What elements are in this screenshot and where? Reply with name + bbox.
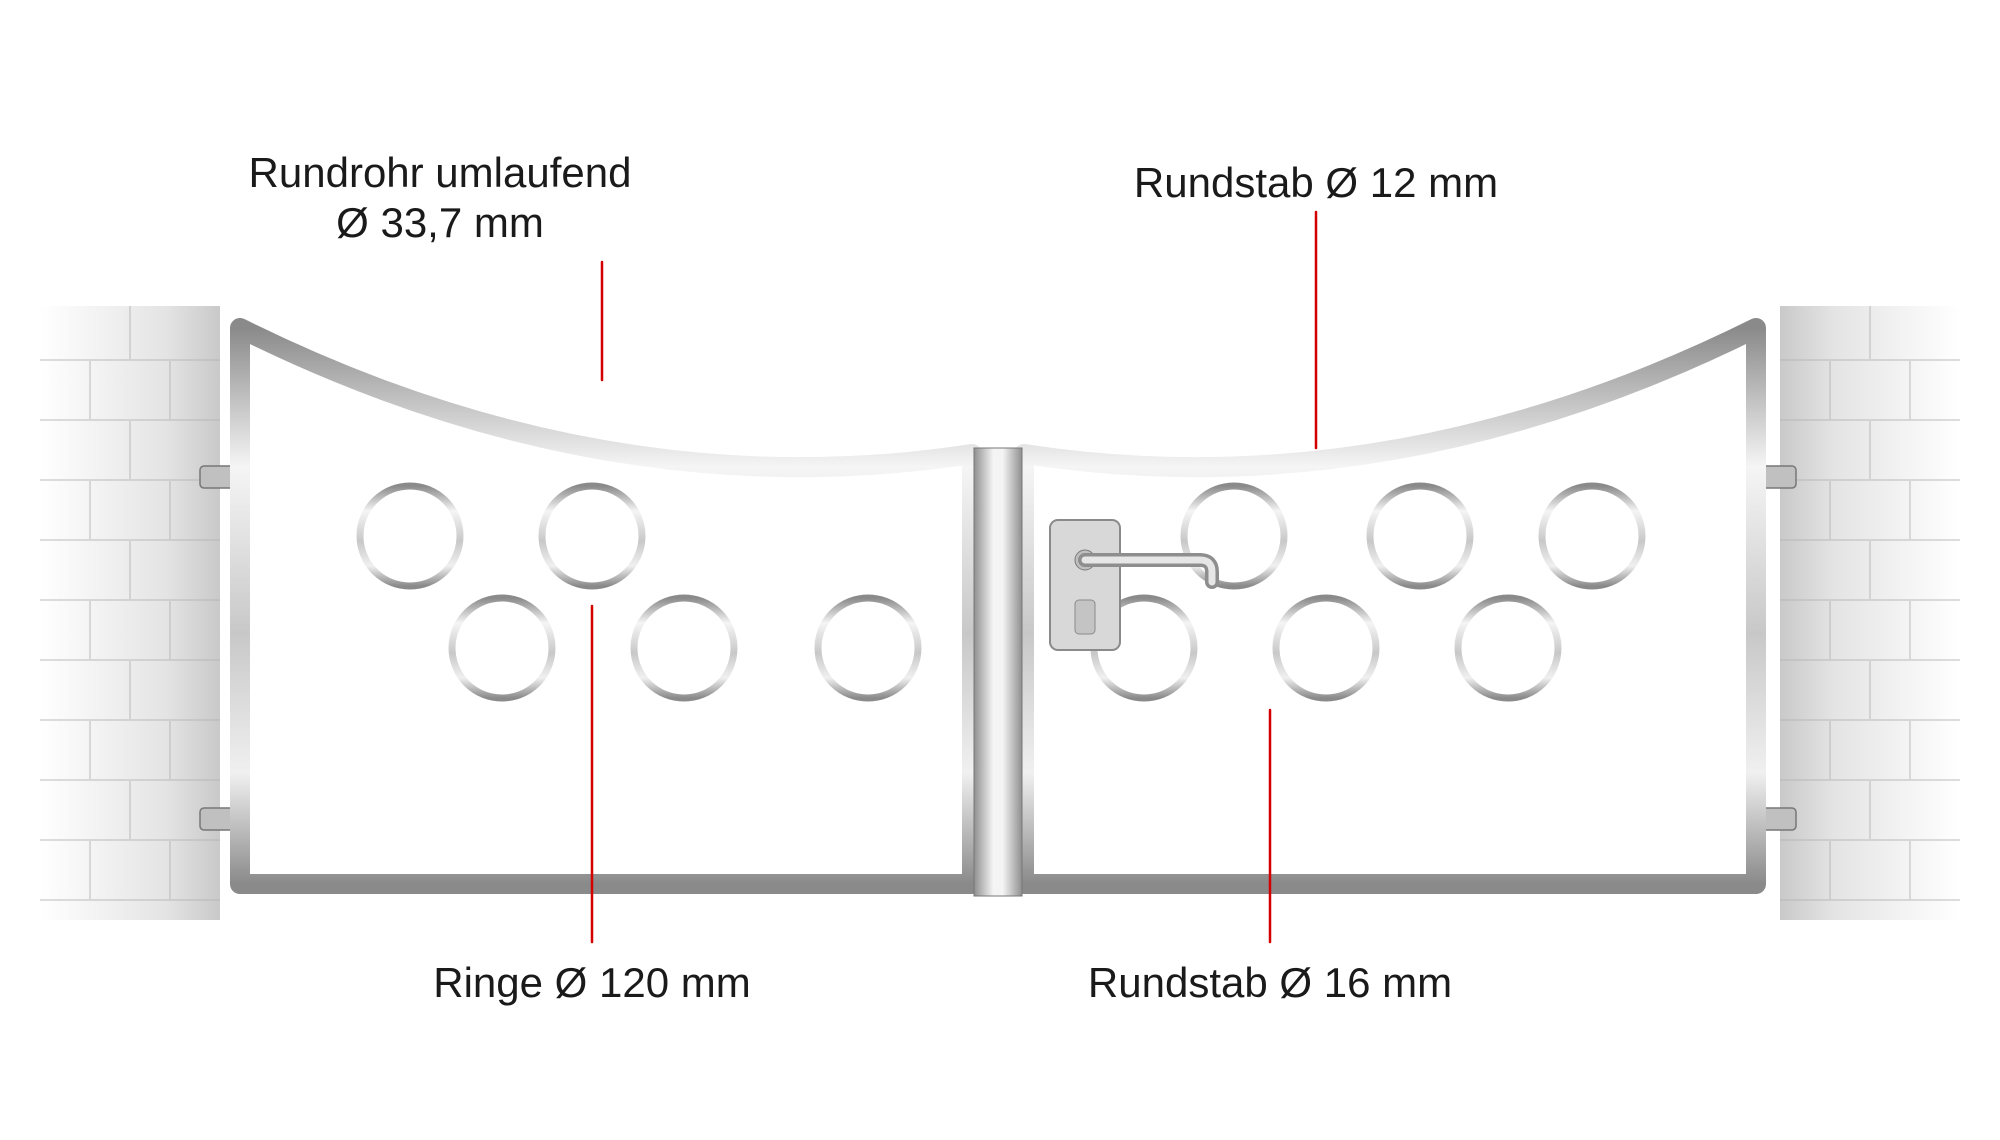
label-rings: Ringe Ø 120 mm [433,958,750,1008]
label-vertical-bar: Rundstab Ø 12 mm [1134,158,1498,208]
pillar-right [1780,306,1960,920]
diagram-canvas: Rundrohr umlaufend Ø 33,7 mm Rundstab Ø … [0,0,2000,1140]
label-frame-tube-line1: Rundrohr umlaufend [249,149,632,196]
label-bottom-bar: Rundstab Ø 16 mm [1088,958,1452,1008]
gate-leaf-left [240,328,972,884]
pillar-left [40,306,220,920]
label-frame-tube-line2: Ø 33,7 mm [336,199,544,246]
gate-leaf-right [1024,328,1756,884]
label-frame-tube: Rundrohr umlaufend Ø 33,7 mm [249,148,632,249]
center-post [974,448,1022,896]
